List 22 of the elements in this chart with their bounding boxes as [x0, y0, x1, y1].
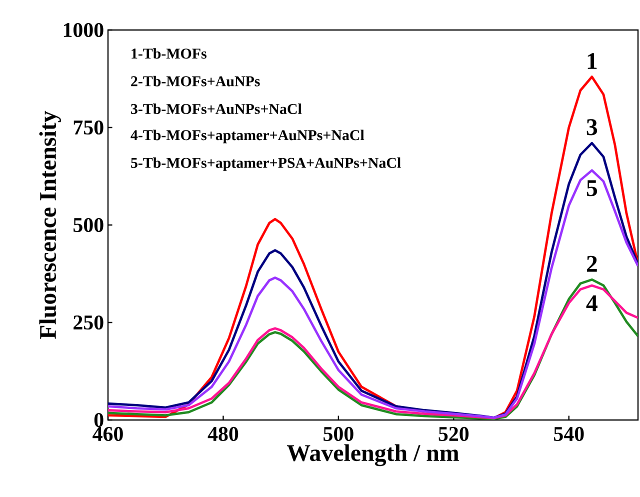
x-tick-label: 460 [92, 426, 123, 442]
x-tick-label: 540 [554, 426, 584, 442]
x-axis-title: Wavelength / nm [287, 444, 459, 466]
annotation: 3-Tb-MOFs+AuNPs+NaCl [131, 104, 302, 114]
y-tick-label: 1000 [64, 22, 104, 38]
y-axis-title: Fluorescence Intensity [39, 110, 61, 339]
series-label: 1 [588, 53, 597, 69]
y-tick-label: 0 [94, 412, 104, 428]
x-tick-label: 500 [324, 426, 354, 442]
x-tick-label: 520 [438, 426, 469, 442]
y-tick-label: 250 [74, 315, 104, 330]
series-label: 3 [586, 119, 598, 136]
series-label: 5 [586, 180, 598, 196]
annotation: 5-Tb-MOFs+aptamer+PSA+AuNPs+NaCl [131, 157, 401, 171]
annotation: 4-Tb-MOFs+aptamer+AuNPs+NaCl [130, 130, 364, 144]
annotation: 1-Tb-MOFs [132, 48, 206, 59]
annotation: 2-Tb-MOFs+AuNPs [131, 76, 260, 86]
y-tick-label: 500 [74, 218, 104, 232]
y-tick-label: 750 [74, 120, 104, 135]
x-tick-label: 480 [208, 426, 238, 442]
series-label: 4 [586, 295, 598, 312]
series-label: 2 [586, 256, 597, 272]
